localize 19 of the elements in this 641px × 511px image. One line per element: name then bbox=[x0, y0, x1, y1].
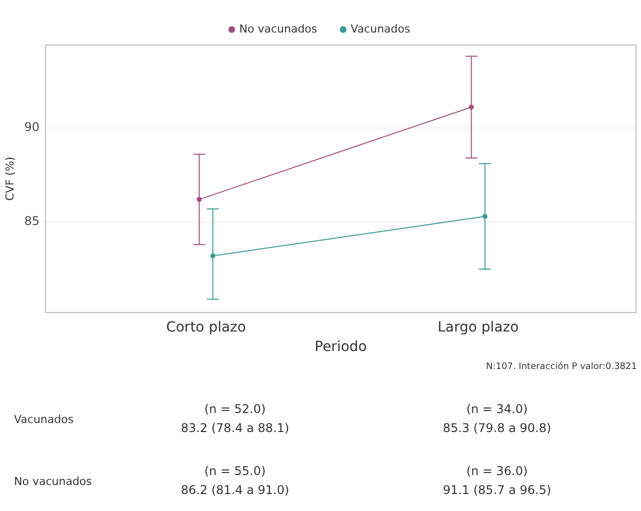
text: (n = 52.0) bbox=[203, 401, 267, 418]
x-tick-label: Corto plazo bbox=[166, 319, 246, 336]
x-axis-title: Periodo bbox=[314, 339, 367, 356]
text: 91.1 (85.7 a 96.5) bbox=[442, 482, 552, 499]
text: N:107. Interacción P valor:0.3821 bbox=[486, 362, 637, 372]
text: 85.3 (79.8 a 90.8) bbox=[442, 420, 552, 437]
text: (n = 34.0) bbox=[465, 401, 529, 418]
x-tick-label: Largo plazo bbox=[438, 319, 519, 336]
y-axis-title: CVF (%) bbox=[3, 156, 16, 201]
text: (n = 36.0) bbox=[465, 463, 529, 480]
y-tick-label: 85 bbox=[24, 214, 40, 228]
text: Vacunados bbox=[14, 412, 74, 428]
text: No vacunados bbox=[14, 474, 92, 490]
y-tick-label: 90 bbox=[24, 120, 40, 134]
text: 83.2 (78.4 a 88.1) bbox=[180, 420, 290, 437]
legend-label: Vacunados bbox=[350, 22, 411, 36]
text: (n = 55.0) bbox=[203, 463, 267, 480]
legend-label: No vacunados bbox=[239, 22, 318, 36]
text: 86.2 (81.4 a 91.0) bbox=[180, 482, 290, 499]
